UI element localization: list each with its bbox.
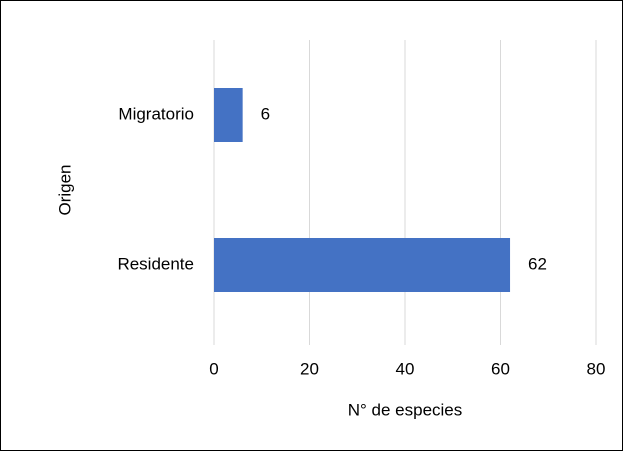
y-tick-label: Migratorio bbox=[118, 104, 194, 123]
data-label: 62 bbox=[528, 254, 547, 273]
x-axis-title: N° de especies bbox=[348, 400, 463, 419]
y-tick-label: Residente bbox=[117, 254, 194, 273]
bar bbox=[214, 88, 243, 142]
x-tick-label: 60 bbox=[491, 359, 510, 378]
x-tick-label: 80 bbox=[587, 359, 606, 378]
data-label: 6 bbox=[261, 104, 270, 123]
x-tick-label: 0 bbox=[209, 359, 218, 378]
x-tick-label: 40 bbox=[396, 359, 415, 378]
y-axis-title: Origen bbox=[55, 164, 74, 215]
bar bbox=[214, 238, 511, 292]
x-tick-label: 20 bbox=[300, 359, 319, 378]
